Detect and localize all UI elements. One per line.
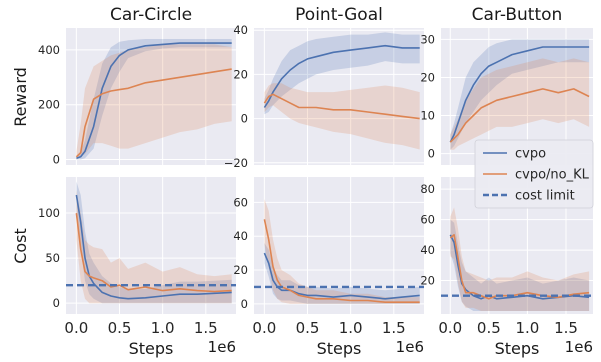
legend-label-cvpo-no-kl: cvpo/no_KL <box>515 168 590 183</box>
panel-4-band-cvpo-no-kl <box>76 190 232 304</box>
panel-6-ytick-label: 60 <box>420 213 435 227</box>
panel-3-band-cvpo <box>450 39 590 150</box>
panel-5-band-cvpo <box>264 243 420 304</box>
panel-6-ytick-label: 20 <box>420 274 435 288</box>
panel-2-line-cvpo-no-kl <box>263 93 420 120</box>
panel-3-ytick-label: 30 <box>420 32 435 46</box>
panel-4-xtick-label: 0.5 <box>108 319 132 337</box>
panel-3-ytick-label: 20 <box>420 70 435 84</box>
panel-3-title: Car-Button <box>472 5 563 25</box>
panel-4-ytick-label: 50 <box>45 251 60 265</box>
row-label-reward: Reward <box>11 67 30 127</box>
panel-1: 0 200 400 Car-Circle <box>38 5 236 167</box>
panel-1-line-cvpo-no-kl <box>75 68 232 158</box>
legend-label-cvpo: cvpo <box>515 147 546 162</box>
panel-5-background <box>254 177 424 314</box>
panel-5-ytick-label: 0 <box>241 297 248 311</box>
panel-1-line-cvpo <box>76 42 232 159</box>
panel-3-band-cvpo-no-kl <box>450 58 590 150</box>
panel-1-ytick-label: 200 <box>38 98 60 112</box>
panel-4-xtick-label: 0.0 <box>64 319 88 337</box>
panel-4-xlabel: Steps <box>129 339 174 358</box>
panel-1-ytick-label: 400 <box>38 43 60 57</box>
panel-5-xtick-label: 1.0 <box>339 319 363 337</box>
panel-6-ytick-label: 40 <box>420 243 435 257</box>
panel-5-x-offset: 1e6 <box>396 338 424 356</box>
panel-5-ytick-label: 40 <box>233 229 248 243</box>
panel-3-line-cvpo-no-kl <box>449 88 590 143</box>
panel-6-band-cvpo-no-kl <box>450 207 590 311</box>
panel-6-xtick-label: 0.0 <box>438 319 462 337</box>
panel-6-band-cvpo <box>450 219 590 311</box>
panel-4-x-offset: 1e6 <box>208 338 236 356</box>
panel-4: 0 50 100 0.0 0.5 1.0 1.5 Steps 1e6 <box>38 177 236 358</box>
legend-box <box>474 139 594 209</box>
panel-6-ytick-label: 80 <box>420 182 435 196</box>
panel-6-xtick-label: 1.5 <box>554 319 578 337</box>
panel-3-line-cvpo <box>449 46 590 143</box>
panel-3-ytick-label: 10 <box>420 109 435 123</box>
panel-1-band-cvpo <box>76 39 232 160</box>
panel-5-line-cvpo-no-kl <box>263 219 420 304</box>
panel-2-ytick-label: 40 <box>233 23 248 37</box>
panel-2-ytick-label: 20 <box>233 67 248 81</box>
panel-5-xtick-label: 0.0 <box>252 319 276 337</box>
panel-4-ytick-label: 0 <box>53 296 60 310</box>
panel-1-band-cvpo-no-kl <box>76 44 232 160</box>
panel-6-xtick-label: 0.5 <box>477 319 501 337</box>
panel-2: −20 0 20 40 Point-Goal <box>224 5 424 170</box>
panel-2-band-cvpo-no-kl <box>264 83 420 150</box>
panel-2-ytick-label: 0 <box>241 112 248 126</box>
panel-5-ytick-label: 60 <box>233 195 248 209</box>
panel-5-band-cvpo-no-kl <box>264 199 420 304</box>
panel-5-line-cvpo <box>263 252 420 300</box>
panel-5-xtick-label: 0.5 <box>296 319 320 337</box>
panel-5-ytick-label: 20 <box>233 263 248 277</box>
panel-1-background <box>66 28 236 165</box>
panel-4-xtick-label: 1.0 <box>151 319 175 337</box>
panel-2-ytick-label: −20 <box>224 156 248 170</box>
panel-1-title: Car-Circle <box>110 5 192 25</box>
panel-6-x-offset: 1e6 <box>565 338 593 356</box>
panel-4-line-cvpo-no-kl <box>75 213 232 293</box>
panel-1-ytick-label: 0 <box>53 153 60 167</box>
panel-4-ytick-label: 100 <box>38 206 60 220</box>
panel-5: 0 20 40 60 0.0 0.5 1.0 1.5 Steps 1e6 <box>233 177 424 358</box>
panel-2-line-cvpo <box>263 44 420 108</box>
panel-6-xtick-label: 1.0 <box>515 319 539 337</box>
panel-3-ytick-label: 0 <box>428 147 435 161</box>
panel-2-band-cvpo <box>264 32 420 115</box>
panel-6-xlabel: Steps <box>495 339 540 358</box>
legend-label-cost-limit: cost limit <box>515 189 575 204</box>
panel-4-xtick-label: 1.5 <box>194 319 218 337</box>
panel-5-xtick-label: 1.5 <box>382 319 406 337</box>
panel-4-line-cvpo <box>75 194 232 300</box>
panel-5-xlabel: Steps <box>317 339 362 358</box>
row-label-cost: Cost <box>11 228 30 264</box>
panel-2-title: Point-Goal <box>295 5 383 25</box>
